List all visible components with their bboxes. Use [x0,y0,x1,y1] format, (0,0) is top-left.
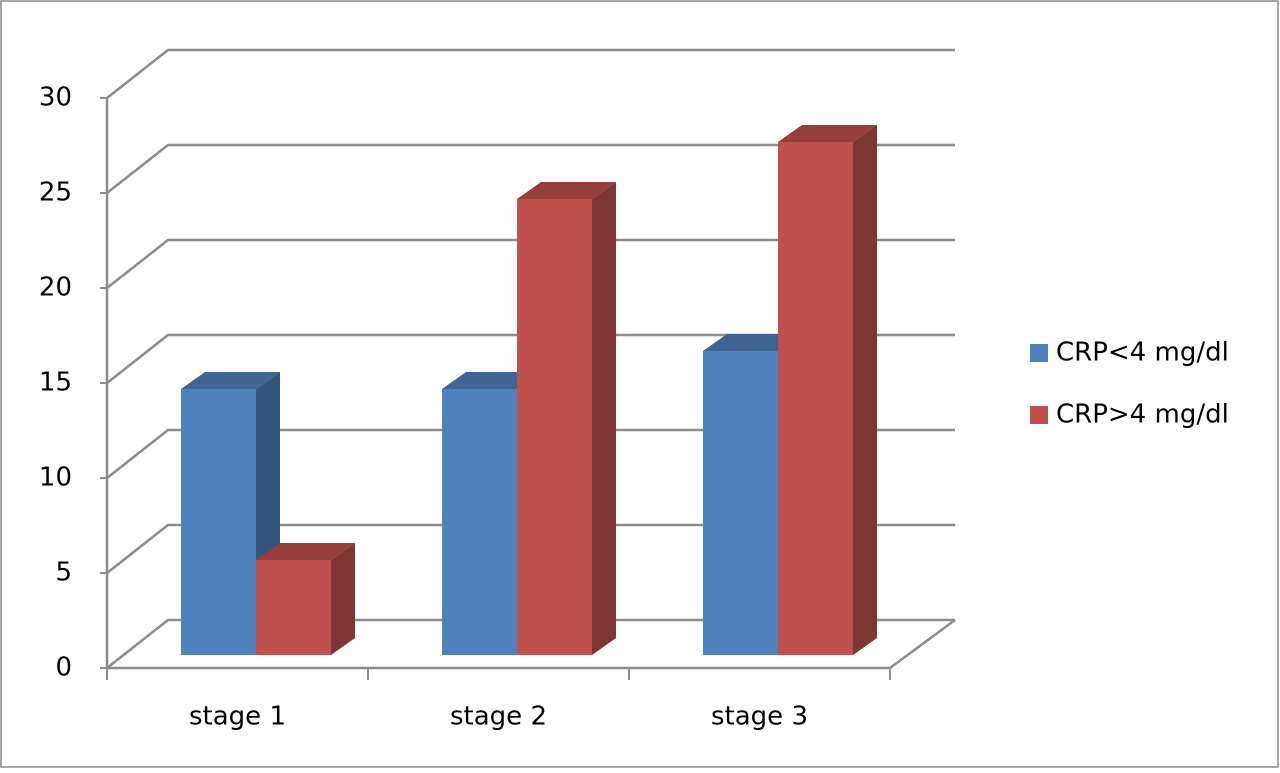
bar [442,389,517,655]
legend-label: CRP>4 mg/dl [1056,400,1229,430]
bar-top [778,125,877,142]
bar-top [181,372,280,389]
legend-swatch [1030,406,1048,424]
bar [778,142,853,655]
x-tick-label: stage 1 [189,702,286,732]
grid-line [106,333,955,384]
x-tick-label: stage 3 [711,702,808,732]
grid-line [106,523,955,574]
bar-top [517,182,616,199]
x-tick-label: stage 2 [450,702,547,732]
y-tick-label: 30 [39,83,72,113]
legend-label: CRP<4 mg/dl [1056,338,1229,368]
y-tick-label: 10 [39,463,72,493]
bar-top [442,372,541,389]
bar [703,351,778,655]
y-tick-label: 15 [39,368,72,398]
grid-line [106,618,955,669]
bar-side [592,182,616,655]
y-tick-label: 0 [55,653,72,683]
grid-line [106,428,955,479]
y-tick-label: 20 [39,273,72,303]
bar-side [853,125,877,655]
grid-line [106,238,955,289]
bar [256,560,331,655]
legend-swatch [1030,344,1048,362]
bar-top [256,543,355,560]
grid-line [106,48,955,99]
grid-line [106,143,955,194]
y-tick-label: 5 [55,558,72,588]
bar [181,389,256,655]
bar-side [331,543,355,655]
bar [517,199,592,655]
y-tick-label: 25 [39,178,72,208]
bar-top [703,334,802,351]
